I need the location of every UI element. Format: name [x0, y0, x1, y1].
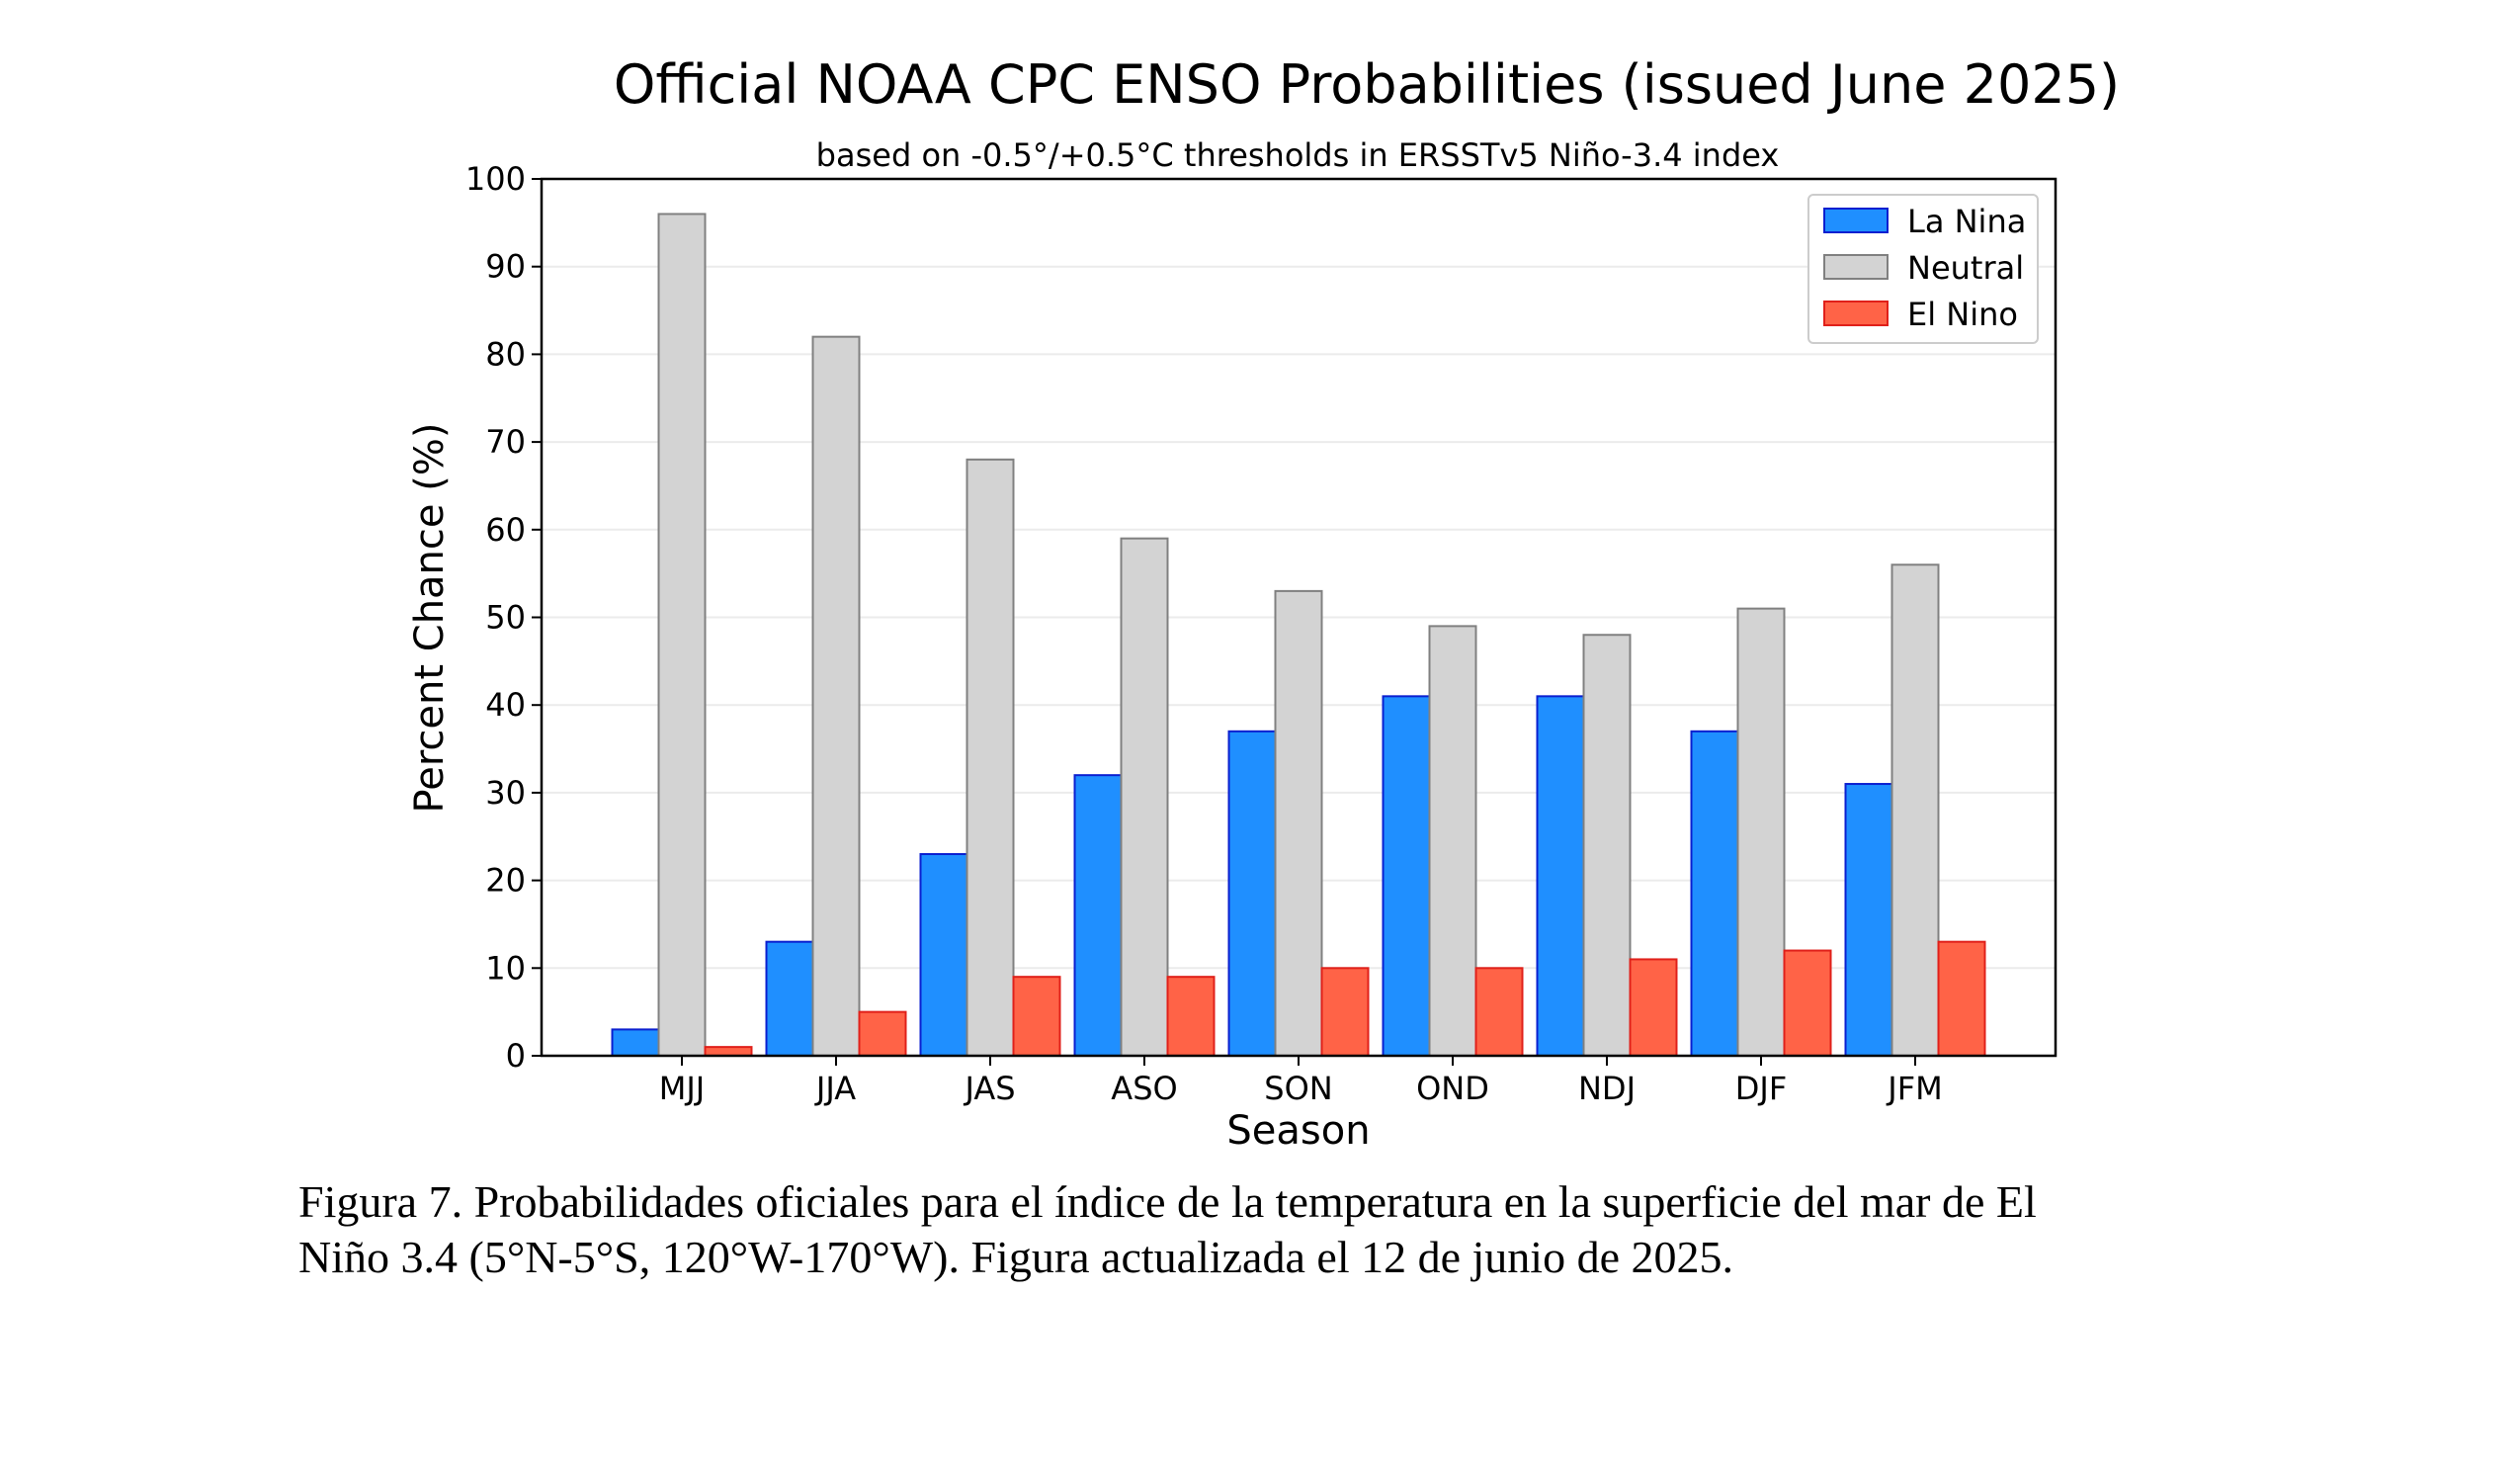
- y-tick-label: 20: [485, 862, 526, 900]
- y-axis: 0 10 20 30 40 50 60 70 80 90 100: [465, 160, 542, 1075]
- bar-la-nina-jfm: [1844, 783, 1893, 1058]
- y-tick-label: 50: [485, 599, 526, 637]
- bar-la-nina-mjj: [611, 1028, 660, 1058]
- y-tick-label: 80: [485, 335, 526, 373]
- legend-swatch-neutral: [1823, 254, 1889, 280]
- bars: [611, 213, 1986, 1058]
- legend-swatch-la-nina: [1823, 208, 1889, 233]
- caption-line-2: Niño 3.4 (5°N-5°S, 120°W-170°W). Figura …: [298, 1232, 1733, 1282]
- bar-neutral-djf: [1736, 607, 1786, 1057]
- bar-la-nina-ndj: [1536, 695, 1585, 1058]
- bar-neutral-mjj: [657, 213, 707, 1058]
- legend: La Nina Neutral El Nino: [1807, 194, 2039, 344]
- x-axis-label: Season: [1226, 1108, 1370, 1154]
- figure-caption: Figura 7. Probabilidades oficiales para …: [298, 1174, 2275, 1285]
- bar-neutral-jas: [966, 458, 1015, 1057]
- chart-title: Official NOAA CPC ENSO Probabilities (is…: [614, 53, 2120, 116]
- bar-la-nina-djf: [1690, 730, 1739, 1057]
- y-tick-label: 10: [485, 949, 526, 987]
- legend-swatch-el-nino: [1823, 301, 1889, 326]
- x-tick-label: JJA: [814, 1070, 856, 1107]
- bar-la-nina-jja: [765, 940, 814, 1057]
- bar-el-nino-jja: [858, 1010, 907, 1058]
- y-tick-label: 60: [485, 511, 526, 549]
- bar-la-nina-jas: [919, 852, 968, 1057]
- y-tick-label: 0: [506, 1037, 526, 1075]
- legend-label: El Nino: [1907, 296, 2018, 333]
- bar-neutral-ond: [1428, 625, 1477, 1057]
- bar-el-nino-son: [1320, 967, 1370, 1057]
- x-tick-label: OND: [1416, 1070, 1489, 1107]
- bar-el-nino-djf: [1783, 949, 1832, 1057]
- y-tick-label: 40: [485, 686, 526, 724]
- x-tick-label: ASO: [1111, 1070, 1177, 1107]
- bar-el-nino-aso: [1166, 976, 1216, 1057]
- legend-label: La Nina: [1907, 203, 2026, 240]
- y-axis-label: Percent Chance (%): [407, 423, 453, 814]
- bar-el-nino-jas: [1012, 976, 1061, 1057]
- x-axis: MJJ JJA JAS ASO SON OND NDJ DJF JFM: [659, 1056, 1943, 1107]
- y-tick-label: 90: [485, 248, 526, 286]
- caption-line-1: Figura 7. Probabilidades oficiales para …: [298, 1176, 2037, 1227]
- bar-el-nino-ond: [1474, 967, 1524, 1057]
- x-tick-label: JFM: [1886, 1070, 1942, 1107]
- chart-subtitle: based on -0.5°/+0.5°C thresholds in ERSS…: [816, 136, 1780, 174]
- bar-neutral-aso: [1120, 537, 1169, 1057]
- bar-neutral-jfm: [1890, 563, 1940, 1058]
- bar-la-nina-ond: [1382, 695, 1431, 1058]
- bar-el-nino-jfm: [1937, 940, 1986, 1057]
- bar-el-nino-ndj: [1629, 958, 1678, 1057]
- y-tick-label: 70: [485, 423, 526, 461]
- x-tick-label: SON: [1264, 1070, 1332, 1107]
- x-tick-label: MJJ: [659, 1070, 705, 1107]
- x-tick-label: DJF: [1735, 1070, 1787, 1107]
- bar-neutral-ndj: [1582, 634, 1632, 1057]
- bar-la-nina-aso: [1073, 774, 1123, 1057]
- bar-neutral-jja: [811, 335, 861, 1058]
- bar-neutral-son: [1274, 589, 1323, 1057]
- x-tick-label: JAS: [963, 1070, 1015, 1107]
- x-tick-label: NDJ: [1578, 1070, 1636, 1107]
- y-tick-label: 30: [485, 774, 526, 812]
- legend-label: Neutral: [1907, 249, 2024, 287]
- enso-probability-chart: Official NOAA CPC ENSO Probabilities (is…: [407, 53, 2120, 1154]
- bar-la-nina-son: [1227, 730, 1277, 1057]
- y-tick-label: 100: [465, 160, 526, 198]
- bar-el-nino-mjj: [704, 1046, 753, 1058]
